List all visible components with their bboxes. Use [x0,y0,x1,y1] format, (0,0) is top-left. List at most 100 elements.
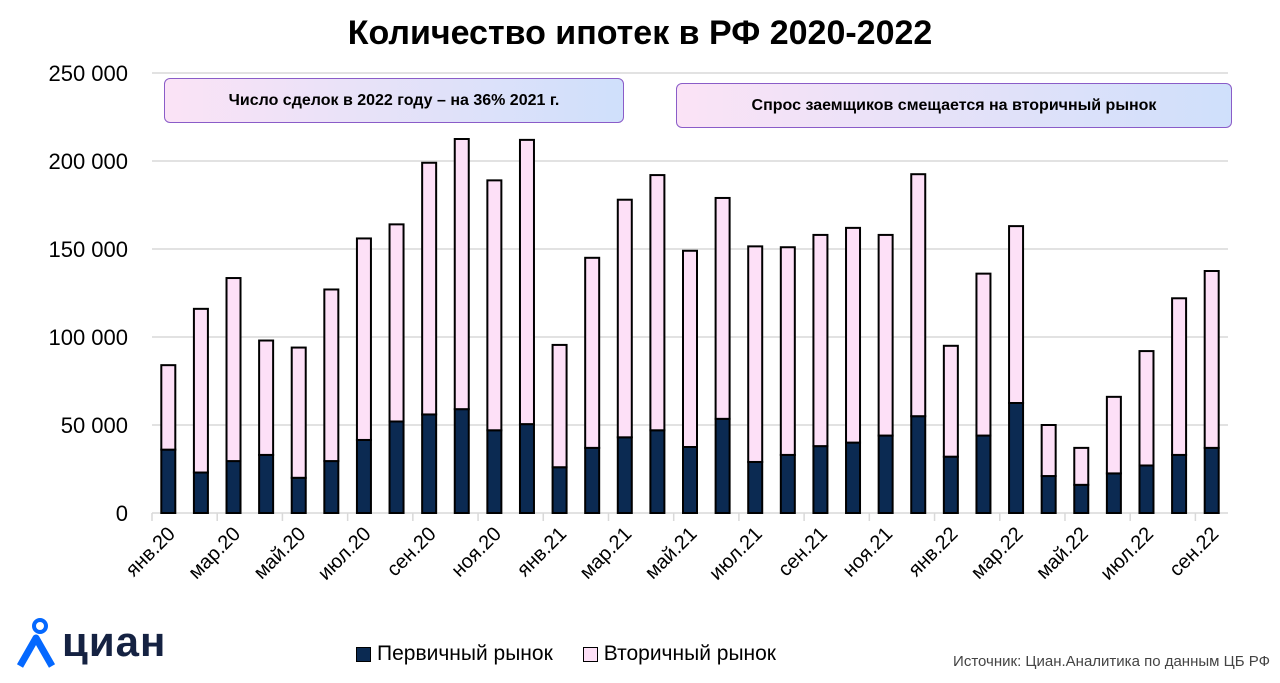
x-tick-label: мар.22 [967,523,1028,584]
x-tick-label: май.22 [1032,523,1093,584]
bar-secondary [1105,395,1122,475]
bar-primary [421,413,438,514]
bar-primary [845,441,862,515]
annotation-deals-2022: Число сделок в 2022 году – на 36% 2021 г… [164,78,624,123]
legend-label-primary: Первичный рынок [377,642,553,665]
x-tick-label: янв.22 [904,523,962,581]
bar-primary [453,408,470,514]
bar-secondary [518,138,535,426]
bar-secondary [779,246,796,456]
bar-primary [942,455,959,514]
bar-primary [1008,402,1025,514]
legend-swatch-primary [356,646,371,662]
bar-primary [355,438,372,514]
bar-secondary [192,307,209,474]
x-tick-label: июл.22 [1096,523,1158,585]
bar-primary [1105,472,1122,514]
bar-primary [584,446,601,515]
bar-secondary [225,277,242,463]
bar-secondary [649,174,666,432]
bar-secondary [160,364,177,451]
bar-primary [323,460,340,514]
bar-secondary [1203,270,1220,449]
bar-primary [747,460,764,514]
bar-primary [518,423,535,514]
x-tick-label: янв.21 [513,523,571,581]
y-tick-label: 200 000 [48,149,128,174]
bar-primary [1073,483,1090,514]
bar-secondary [942,344,959,458]
y-tick-label: 50 000 [61,413,128,438]
bar-secondary [290,346,307,479]
source-note: Источник: Циан.Аналитика по данным ЦБ РФ [953,653,1270,670]
y-tick-label: 0 [116,501,128,526]
bar-primary [682,446,698,514]
bar-primary [290,476,307,514]
bar-secondary [258,339,275,456]
bar-secondary [584,256,601,449]
x-tick-label: ноя.20 [447,523,506,582]
y-tick-label: 250 000 [48,61,128,86]
x-tick-label: май.21 [641,523,702,584]
bar-primary [1203,446,1220,515]
bar-primary [551,466,568,514]
bar-primary [1138,464,1155,515]
bar-secondary [845,226,862,444]
bar-primary [486,429,503,514]
bar-primary [812,445,829,514]
bar-primary [192,471,209,514]
bar-primary [975,434,992,514]
bar-primary [160,448,177,515]
bar-primary [910,415,927,515]
bar-secondary [486,179,503,432]
legend-swatch-secondary [582,646,598,662]
legend-label-secondary: Вторичный рынок [603,642,776,665]
bar-secondary [747,245,764,463]
legend: Первичный рынок Вторичный рынок [356,642,776,666]
x-tick-label: сен.21 [774,523,832,581]
logo-text: циан [62,618,167,665]
y-tick-label: 150 000 [48,237,128,262]
bar-secondary [877,233,894,437]
bar-secondary [1138,350,1155,467]
chart-title: Количество ипотек в РФ 2020-2022 [347,14,933,52]
location-pin-icon [16,618,56,668]
bar-secondary [1073,446,1090,486]
bar-primary [649,429,666,514]
bar-secondary [323,288,340,463]
x-tick-label: сен.22 [1165,523,1223,581]
x-tick-label: май.20 [250,523,311,584]
bar-secondary [388,223,405,423]
bar-secondary [975,272,992,437]
bar-secondary [812,233,829,448]
bar-secondary [910,173,927,418]
bar-primary [1171,453,1188,515]
bar-primary [779,453,796,515]
bar-secondary [453,138,470,411]
x-tick-label: ноя.21 [839,523,898,582]
bar-primary [1040,475,1057,515]
bar-primary [388,420,405,515]
x-tick-label: мар.20 [184,523,245,584]
y-tick-label: 100 000 [48,325,128,350]
bar-secondary [421,161,438,416]
bar-secondary [682,249,698,448]
x-tick-label: июл.20 [314,523,376,585]
bar-primary [714,417,731,514]
bar-secondary [1171,297,1188,456]
bar-primary [258,453,275,515]
bar-primary [225,460,242,514]
bar-primary [877,434,894,514]
bar-secondary [1040,424,1057,478]
x-tick-label: сен.20 [383,523,441,581]
bar-secondary [616,198,633,439]
x-tick-label: июл.21 [705,523,767,585]
annotation-secondary-shift: Спрос заемщиков смещается на вторичный р… [676,83,1232,128]
bar-secondary [551,343,568,469]
x-tick-label: мар.21 [576,523,637,584]
x-tick-label: янв.20 [122,523,180,581]
bar-secondary [355,237,372,441]
cian-logo: циан [16,616,166,668]
bar-secondary [714,196,731,420]
